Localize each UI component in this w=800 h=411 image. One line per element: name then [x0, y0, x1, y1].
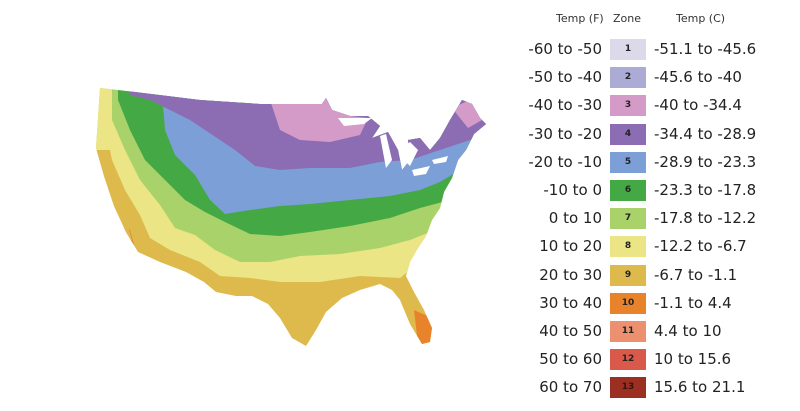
zone-swatch: 3: [610, 95, 646, 117]
zone-swatch: 9: [610, 264, 646, 286]
zone-swatch: 7: [610, 208, 646, 230]
legend-row-zone-2: -50 to -40 2 -45.6 to -40: [520, 66, 800, 90]
temp-c-range: -34.4 to -28.9: [654, 124, 757, 143]
zone-3-region: [270, 96, 482, 142]
temp-c-range: 10 to 15.6: [654, 350, 732, 369]
header-zone: Zone: [613, 12, 642, 25]
temp-f-range: -60 to -50: [528, 40, 602, 58]
temp-c-range: -51.1 to -45.6: [654, 40, 757, 58]
temp-c-range: -6.7 to -1.1: [654, 265, 738, 284]
legend-row-zone-6: -10 to 0 6 -23.3 to -17.8: [520, 179, 800, 203]
legend-row-zone-12: 50 to 60 12 10 to 15.6: [520, 348, 800, 372]
legend-row-zone-8: 10 to 20 8 -12.2 to -6.7: [520, 235, 800, 259]
temp-f-range: 10 to 20: [539, 237, 602, 256]
temp-f-range: -40 to -30: [528, 96, 602, 115]
temp-c-range: -17.8 to -12.2: [654, 209, 757, 228]
temp-f-range: -50 to -40: [528, 68, 602, 87]
zone-swatch: 12: [610, 349, 646, 371]
legend-row-zone-4: -30 to -20 4 -34.4 to -28.9: [520, 123, 800, 147]
legend-row-zone-13: 60 to 70 13 15.6 to 21.1: [520, 376, 800, 400]
us-hardiness-zone-map: [96, 88, 486, 346]
zone-swatch: 4: [610, 123, 646, 145]
zone-swatch: 13: [610, 377, 646, 399]
zone-swatch: 11: [610, 321, 646, 342]
zone-swatch: 5: [610, 151, 646, 173]
legend-row-zone-11: 40 to 50 11 4.4 to 10: [520, 320, 800, 344]
header-temp-f: Temp (F): [556, 12, 604, 25]
temp-c-range: -12.2 to -6.7: [654, 237, 747, 256]
legend-row-zone-7: 0 to 10 7 -17.8 to -12.2: [520, 207, 800, 231]
temp-f-range: 50 to 60: [539, 350, 602, 369]
temp-f-range: -30 to -20: [528, 124, 602, 143]
legend-row-zone-10: 30 to 40 10 -1.1 to 4.4: [520, 292, 800, 316]
temp-f-range: -20 to -10: [528, 152, 602, 171]
temp-f-range: -10 to 0: [543, 181, 602, 199]
temp-f-range: 40 to 50: [539, 322, 602, 340]
temp-f-range: 20 to 30: [539, 265, 602, 284]
temp-c-range: -23.3 to -17.8: [654, 181, 757, 199]
zone-swatch: 6: [610, 180, 646, 201]
legend-row-zone-5: -20 to -10 5 -28.9 to -23.3: [520, 151, 800, 175]
legend-row-zone-1: -60 to -50 1 -51.1 to -45.6: [520, 38, 800, 62]
temp-c-range: -28.9 to -23.3: [654, 152, 757, 171]
legend-row-zone-9: 20 to 30 9 -6.7 to -1.1: [520, 264, 800, 288]
temp-f-range: 0 to 10: [548, 209, 602, 228]
great-lakes: [338, 118, 448, 176]
zone-swatch: 1: [610, 39, 646, 60]
legend-row-zone-3: -40 to -30 3 -40 to -34.4: [520, 94, 800, 118]
zone-swatch: 2: [610, 67, 646, 89]
header-temp-c: Temp (C): [676, 12, 726, 25]
temp-c-range: -1.1 to 4.4: [654, 293, 732, 312]
temp-c-range: -45.6 to -40: [654, 68, 742, 87]
zone-swatch: 10: [610, 292, 646, 314]
temp-c-range: -40 to -34.4: [654, 96, 742, 115]
zone-9-coast: [96, 150, 132, 250]
temp-f-range: 60 to 70: [539, 378, 602, 397]
temp-c-range: 15.6 to 21.1: [654, 378, 746, 397]
temp-c-range: 4.4 to 10: [654, 322, 722, 340]
zone-swatch: 8: [610, 236, 646, 258]
temp-f-range: 30 to 40: [539, 293, 602, 312]
